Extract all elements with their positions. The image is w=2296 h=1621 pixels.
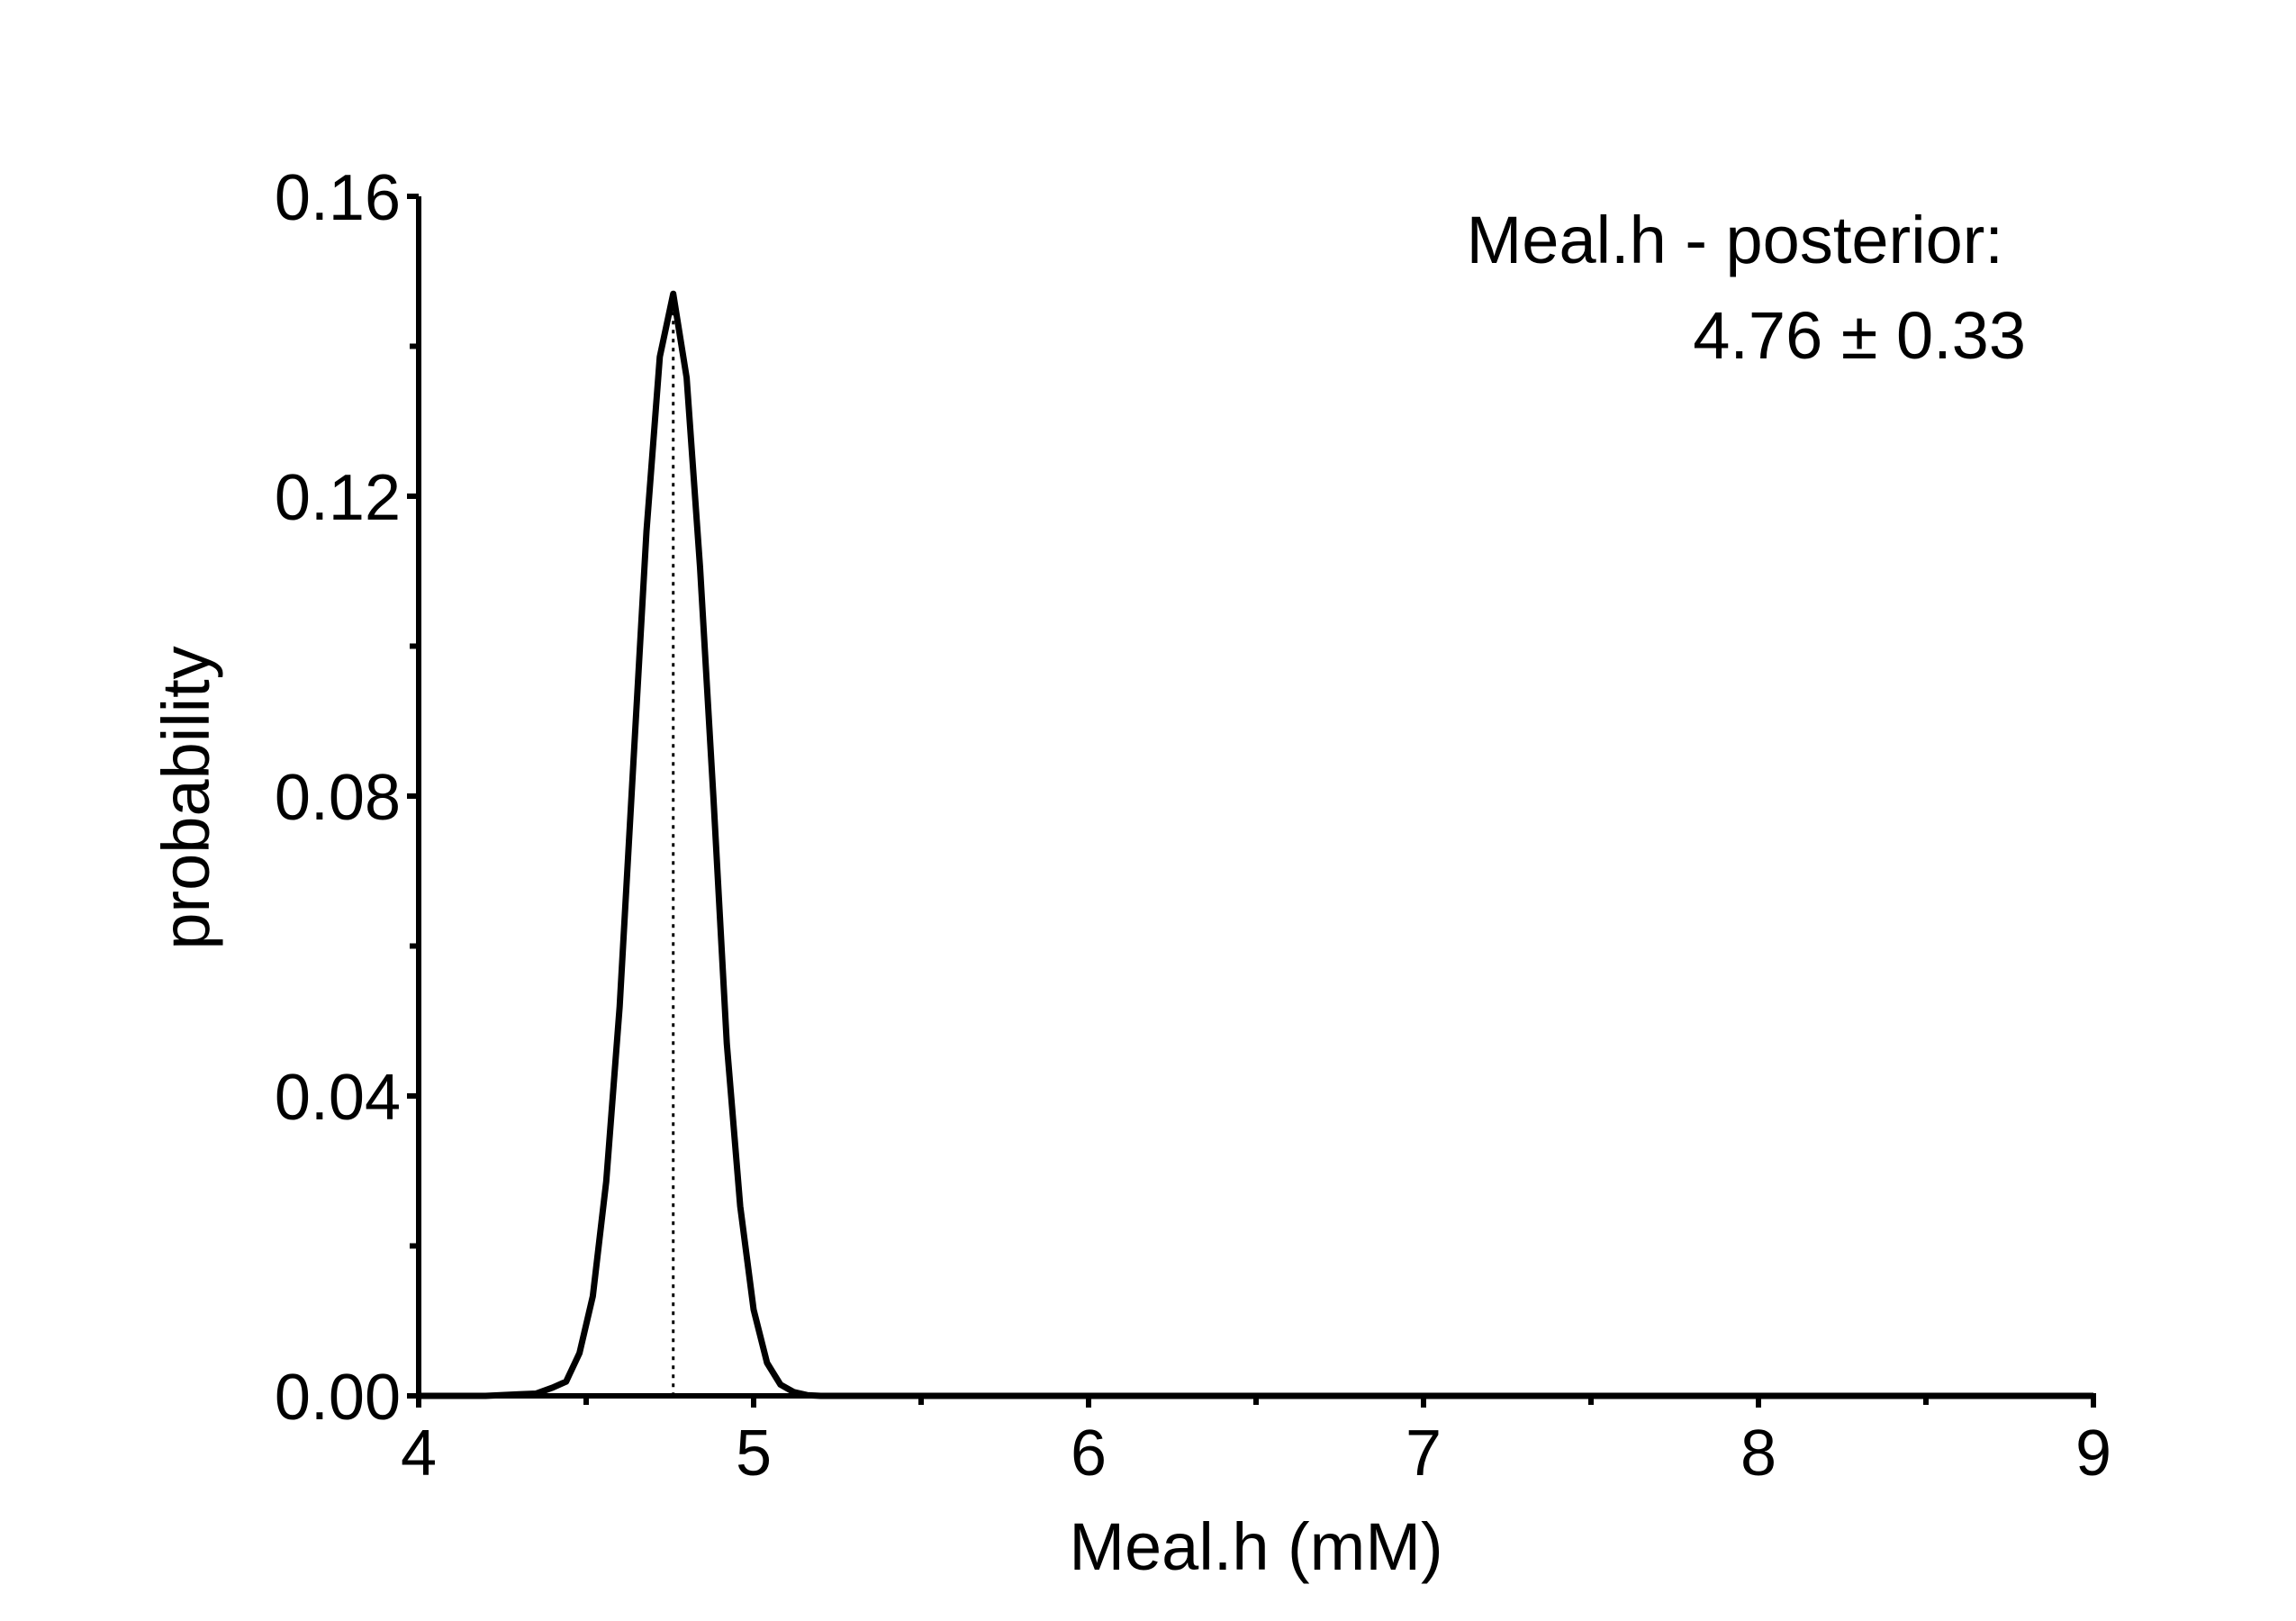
y-tick-label: 0.08 bbox=[275, 762, 401, 834]
x-axis-label: Meal.h (mM) bbox=[1069, 1509, 1442, 1584]
y-tick-label: 0.04 bbox=[275, 1062, 401, 1134]
x-tick-label: 8 bbox=[1740, 1417, 1776, 1490]
y-tick-label: 0.12 bbox=[275, 462, 401, 534]
x-tick-labels: 4 5 6 7 8 9 bbox=[401, 1417, 2111, 1490]
y-ticks bbox=[407, 194, 419, 1399]
y-tick-label: 0.00 bbox=[275, 1362, 401, 1434]
x-tick-label: 6 bbox=[1071, 1417, 1107, 1490]
y-tick-labels: 0.00 0.04 0.08 0.12 0.16 bbox=[275, 162, 401, 1434]
y-axis-label: probability bbox=[149, 646, 223, 949]
annotation-line-2: 4.76 ± 0.33 bbox=[1693, 298, 2026, 373]
x-tick-label: 7 bbox=[1406, 1417, 1442, 1490]
y-tick-label: 0.16 bbox=[275, 162, 401, 234]
plot-area: 4 5 6 7 8 9 0.00 0.04 0.08 0.12 0.16 bbox=[275, 162, 2111, 1490]
x-tick-label: 9 bbox=[2075, 1417, 2111, 1490]
x-tick-label: 4 bbox=[401, 1417, 437, 1490]
annotation-line-1: Meal.h - posterior: bbox=[1467, 203, 2003, 277]
x-tick-label: 5 bbox=[736, 1417, 772, 1490]
posterior-curve bbox=[419, 290, 2093, 1399]
